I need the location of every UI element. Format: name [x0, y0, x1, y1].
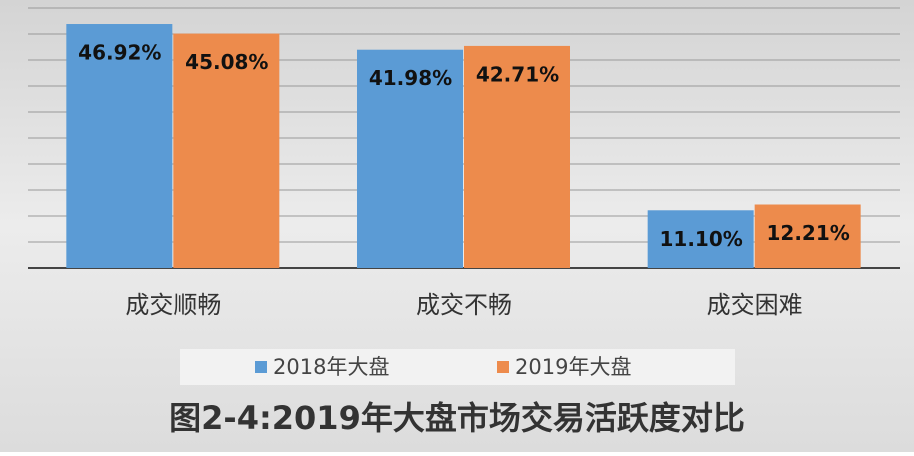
- x-tick-label: 成交顺畅: [125, 291, 221, 319]
- data-label: 11.10%: [660, 227, 743, 251]
- x-tick-label: 成交困难: [707, 291, 803, 319]
- legend-box: [180, 349, 735, 385]
- data-label: 41.98%: [369, 66, 452, 90]
- bar: [66, 24, 173, 268]
- legend-label: 2018年大盘: [273, 355, 389, 379]
- chart-title: 图2-4:2019年大盘市场交易活跃度对比: [169, 399, 745, 437]
- legend-swatch: [255, 361, 267, 373]
- legend-swatch: [497, 361, 509, 373]
- bar: [173, 33, 280, 268]
- x-tick-label: 成交不畅: [416, 291, 512, 319]
- data-label: 45.08%: [185, 50, 268, 74]
- bar: [754, 204, 861, 268]
- data-label: 46.92%: [78, 41, 161, 65]
- bar: [647, 210, 754, 268]
- data-label: 42.71%: [476, 62, 559, 86]
- legend-label: 2019年大盘: [515, 355, 631, 379]
- data-label: 12.21%: [767, 221, 850, 245]
- bar: [464, 45, 570, 268]
- bar: [357, 49, 463, 269]
